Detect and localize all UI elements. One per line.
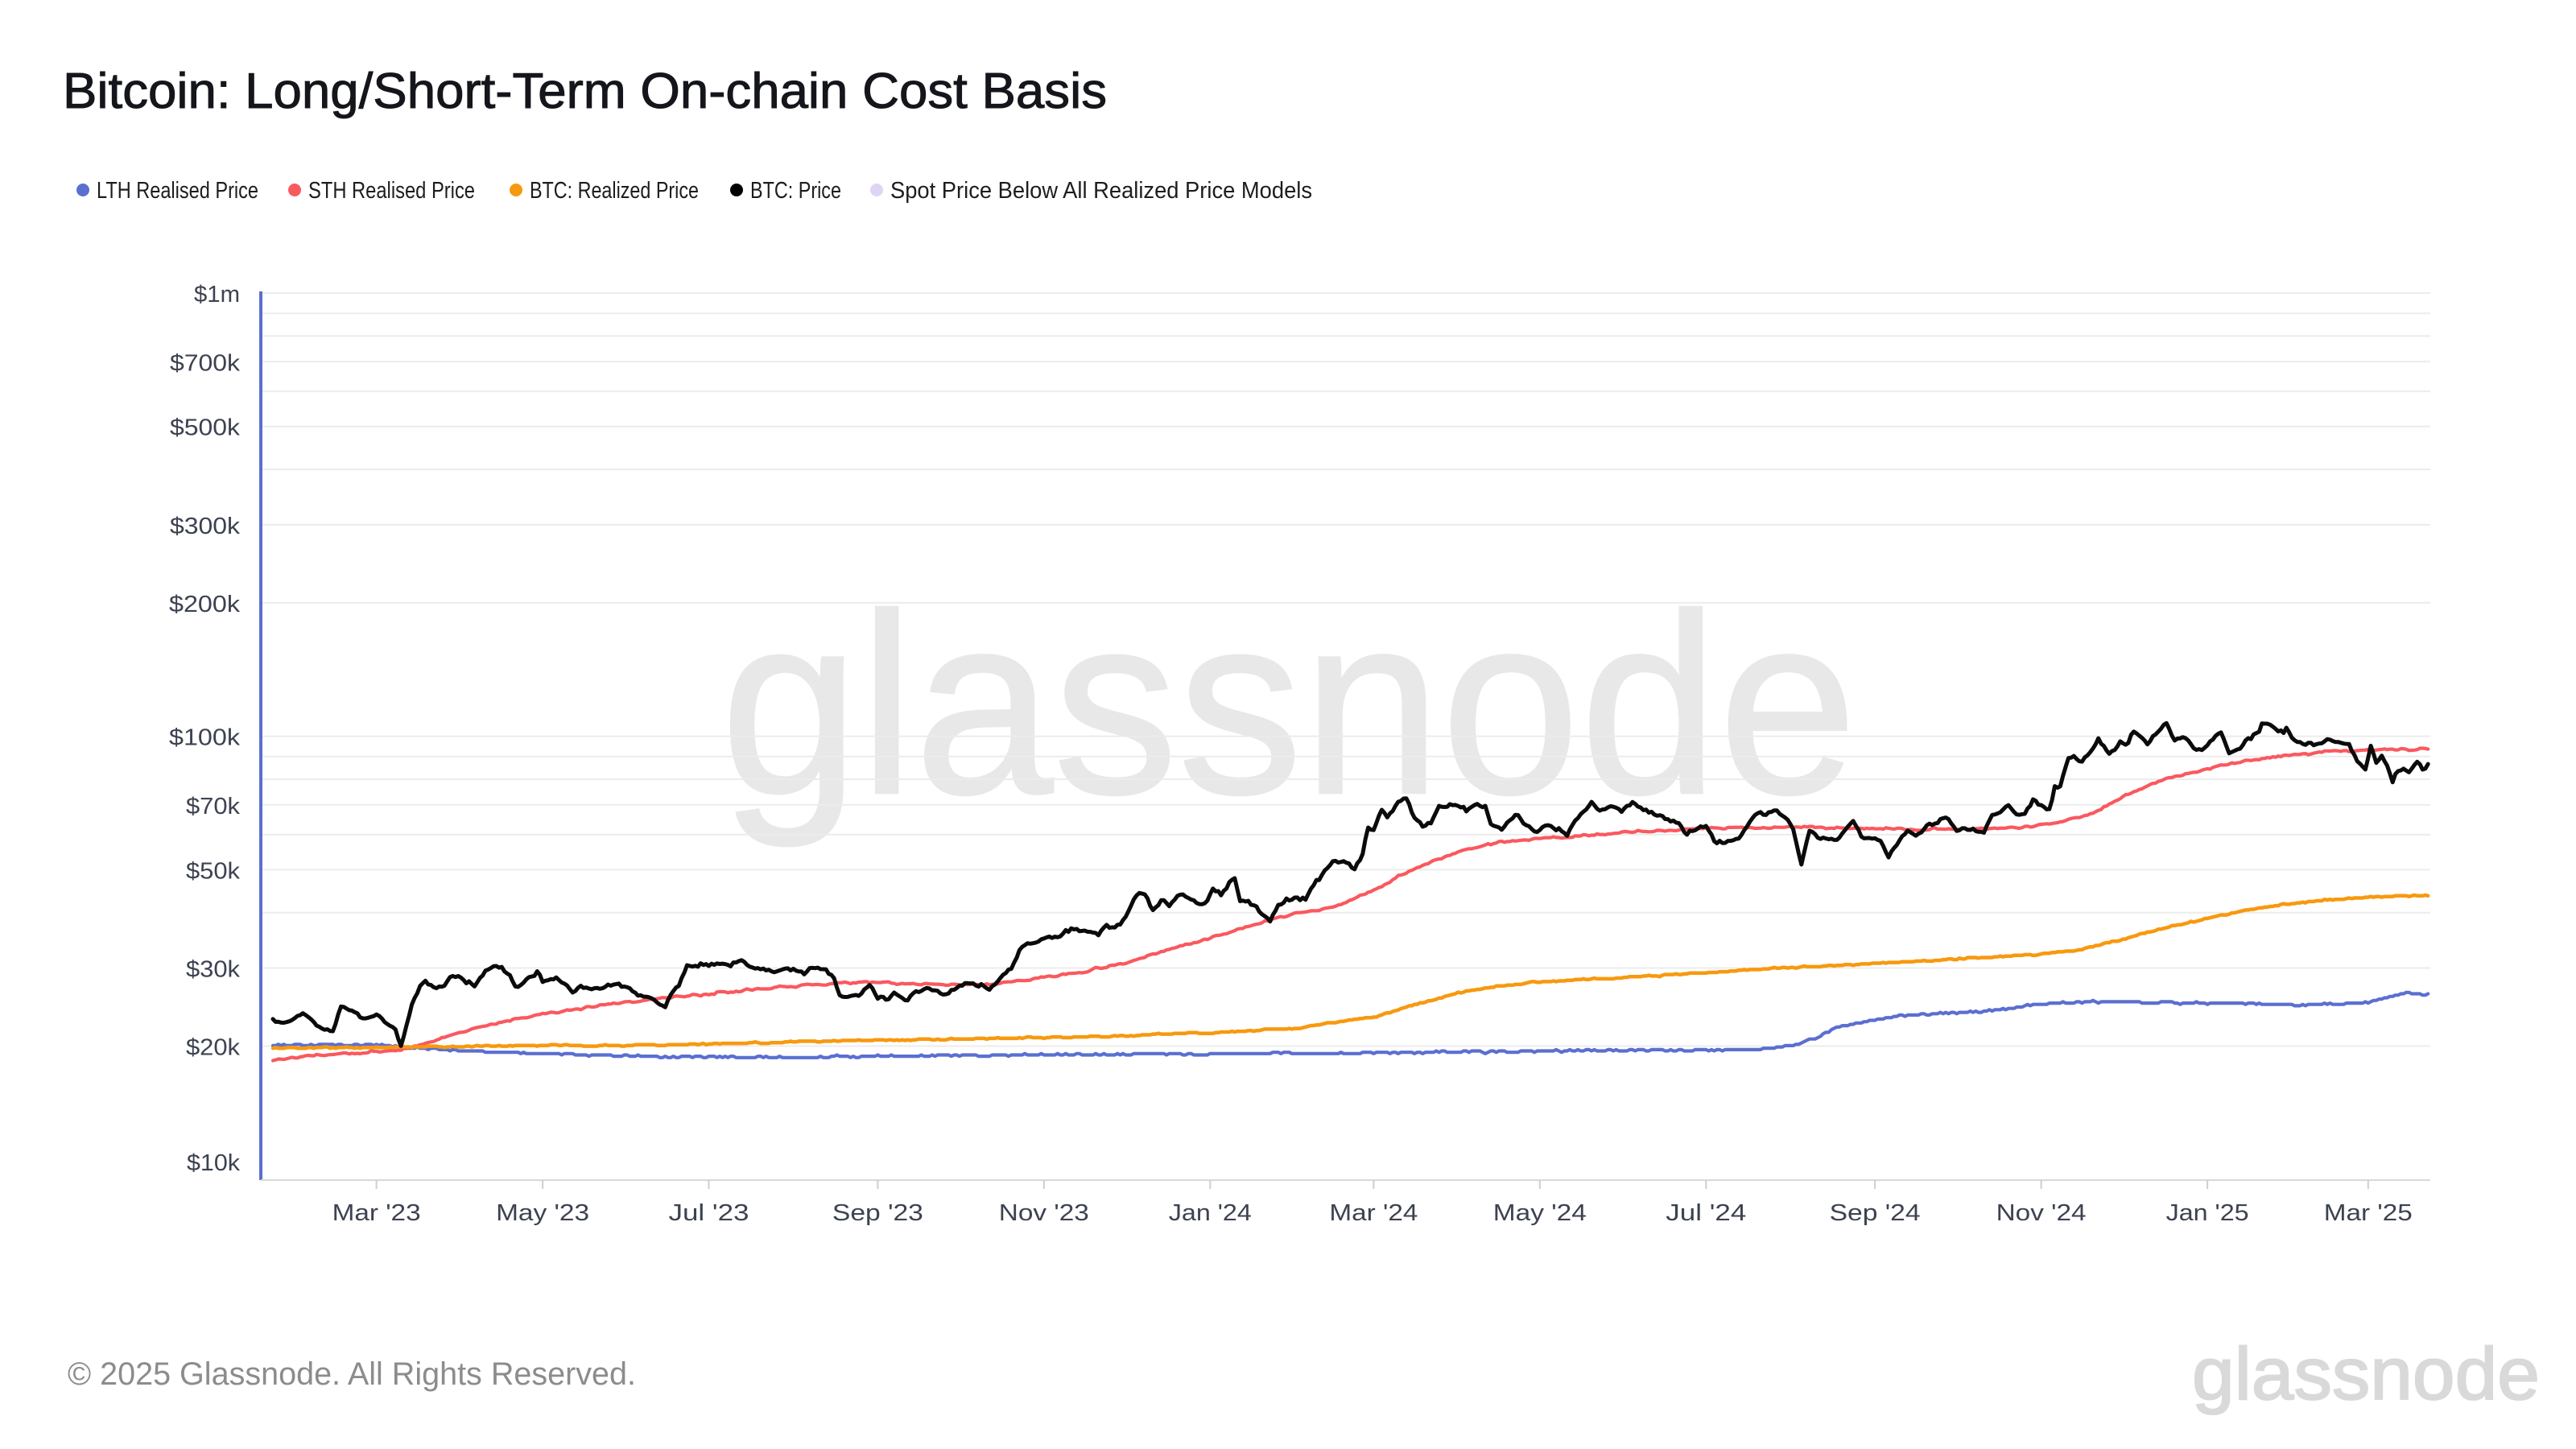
svg-text:$700k: $700k — [170, 350, 241, 376]
svg-text:Jan '24: Jan '24 — [1169, 1200, 1252, 1226]
svg-text:$500k: $500k — [170, 415, 241, 441]
svg-text:Nov '23: Nov '23 — [999, 1200, 1089, 1226]
svg-text:glassnode: glassnode — [2192, 1333, 2540, 1415]
svg-text:$70k: $70k — [186, 794, 241, 819]
svg-text:May '23: May '23 — [496, 1200, 589, 1226]
svg-text:Jul '23: Jul '23 — [669, 1200, 749, 1226]
svg-text:$200k: $200k — [169, 592, 241, 617]
svg-text:$50k: $50k — [186, 858, 241, 884]
svg-text:$1m: $1m — [194, 282, 240, 308]
svg-text:Mar '25: Mar '25 — [2324, 1200, 2413, 1226]
svg-text:glassnode: glassnode — [720, 560, 1857, 849]
svg-text:Nov '24: Nov '24 — [1996, 1200, 2087, 1226]
svg-text:© 2025 Glassnode. All Rights R: © 2025 Glassnode. All Rights Reserved. — [68, 1356, 636, 1392]
svg-text:Spot Price Below All Realized: Spot Price Below All Realized Price Mode… — [890, 178, 1312, 204]
svg-text:$100k: $100k — [169, 725, 241, 751]
svg-text:May '24: May '24 — [1493, 1200, 1587, 1226]
svg-text:BTC: Price: BTC: Price — [750, 178, 841, 204]
svg-text:BTC: Realized Price: BTC: Realized Price — [530, 178, 699, 204]
svg-text:STH Realised Price: STH Realised Price — [308, 178, 475, 204]
svg-text:$10k: $10k — [187, 1150, 241, 1176]
svg-text:$300k: $300k — [170, 514, 241, 539]
svg-text:$20k: $20k — [186, 1035, 241, 1061]
svg-text:$30k: $30k — [186, 957, 241, 983]
svg-text:Bitcoin: Long/Short-Term On-ch: Bitcoin: Long/Short-Term On-chain Cost B… — [63, 64, 1107, 119]
svg-text:Sep '23: Sep '23 — [832, 1200, 923, 1226]
svg-text:Mar '23: Mar '23 — [332, 1200, 421, 1226]
svg-text:LTH Realised Price: LTH Realised Price — [97, 178, 258, 204]
svg-text:Mar '24: Mar '24 — [1329, 1200, 1418, 1226]
svg-text:Jan '25: Jan '25 — [2166, 1200, 2249, 1226]
svg-text:Sep '24: Sep '24 — [1830, 1200, 1921, 1226]
svg-text:Jul '24: Jul '24 — [1666, 1200, 1746, 1226]
